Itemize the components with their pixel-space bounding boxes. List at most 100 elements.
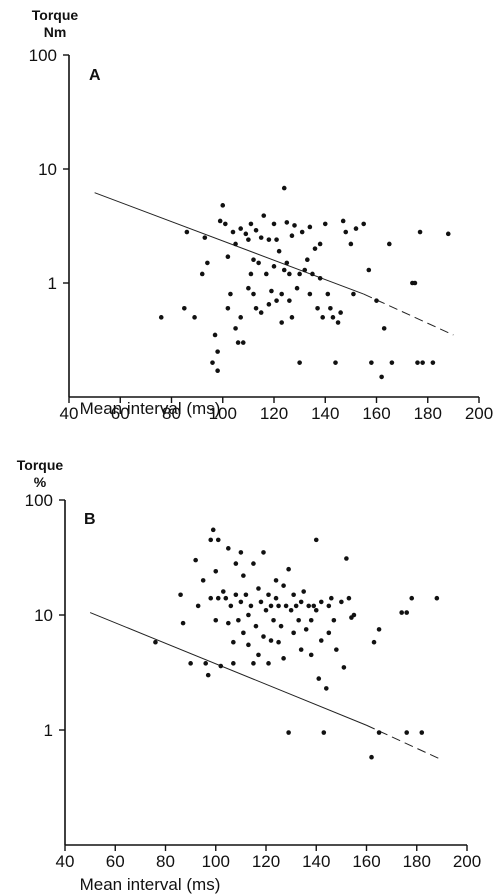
- data-point: [276, 603, 281, 609]
- data-point: [238, 599, 244, 605]
- data-point: [324, 686, 329, 691]
- data-point: [334, 647, 339, 652]
- data-point: [228, 603, 234, 609]
- data-point: [445, 231, 451, 237]
- data-point: [199, 271, 205, 277]
- data-point: [236, 617, 241, 623]
- data-point: [184, 229, 190, 235]
- data-point: [374, 298, 379, 303]
- data-point: [202, 235, 208, 240]
- data-point: [213, 617, 219, 623]
- data-point: [233, 561, 239, 566]
- data-point: [233, 241, 238, 247]
- data-point: [158, 315, 164, 320]
- data-point: [417, 229, 423, 235]
- data-point: [243, 592, 249, 598]
- data-point: [316, 676, 322, 681]
- data-point: [299, 229, 305, 235]
- data-point: [312, 246, 318, 251]
- data-point: [329, 595, 334, 601]
- data-point: [261, 634, 266, 639]
- data-point: [289, 233, 295, 238]
- data-point: [293, 603, 299, 609]
- regression-line-solid: [89, 612, 367, 726]
- data-point: [225, 254, 231, 260]
- panel-b-fit-line: [89, 612, 443, 761]
- data-point: [320, 315, 325, 320]
- data-point: [208, 595, 214, 601]
- y-tick-label: 100: [29, 46, 57, 65]
- data-point: [307, 224, 313, 230]
- data-point: [331, 617, 337, 623]
- data-point: [238, 226, 243, 231]
- data-point: [251, 257, 256, 263]
- data-point: [298, 599, 304, 605]
- panel-a-ticks: 40 60 80 100 120 140 160 180 200 100 10 1: [29, 46, 494, 423]
- data-point: [180, 620, 186, 626]
- data-point: [283, 603, 289, 609]
- data-point: [246, 612, 251, 618]
- x-tick-label: 140: [302, 852, 330, 871]
- data-point: [215, 349, 220, 354]
- data-point: [303, 627, 309, 632]
- x-tick-label: 120: [252, 852, 280, 871]
- data-point: [389, 360, 395, 365]
- data-point: [287, 271, 292, 277]
- data-point: [210, 360, 215, 365]
- data-point: [230, 229, 236, 235]
- data-point: [409, 595, 415, 601]
- data-point: [256, 652, 261, 658]
- data-point: [264, 271, 269, 277]
- panel-b: Torque % B 40 60 80 100 120 140 160 180 200 100 10…: [17, 457, 481, 894]
- data-point: [153, 639, 158, 645]
- panel-a-points: [158, 185, 451, 380]
- data-point: [430, 360, 436, 365]
- data-point: [315, 305, 320, 311]
- data-point: [226, 546, 231, 551]
- data-point: [241, 573, 246, 578]
- data-point: [276, 639, 281, 645]
- data-point: [305, 257, 310, 263]
- data-point: [261, 550, 266, 555]
- data-point: [251, 561, 256, 566]
- panel-b-ylabel-line1: Torque: [17, 457, 64, 473]
- data-point: [369, 754, 374, 760]
- data-point: [210, 527, 216, 533]
- data-point: [281, 267, 287, 273]
- data-point: [238, 315, 243, 320]
- data-point: [322, 221, 328, 227]
- data-point: [195, 603, 201, 609]
- x-tick-label: 100: [202, 852, 230, 871]
- data-point: [281, 656, 286, 661]
- data-point: [289, 315, 295, 320]
- data-point: [313, 537, 319, 543]
- data-point: [415, 360, 420, 365]
- data-point: [297, 360, 302, 365]
- data-point: [353, 226, 359, 231]
- data-point: [279, 320, 284, 325]
- x-tick-label: 60: [106, 852, 125, 871]
- regression-line-solid: [94, 192, 364, 295]
- data-point: [271, 617, 276, 623]
- x-tick-label: 140: [311, 404, 339, 423]
- data-point: [246, 237, 251, 242]
- data-point: [235, 340, 241, 345]
- x-tick-label: 120: [260, 404, 288, 423]
- x-tick-label: 80: [156, 852, 175, 871]
- data-point: [266, 237, 272, 242]
- data-point: [310, 271, 315, 277]
- data-point: [256, 586, 261, 591]
- data-point: [193, 557, 198, 563]
- data-point: [404, 610, 410, 615]
- data-point: [351, 612, 357, 618]
- panel-b-label: B: [84, 511, 96, 528]
- data-point: [205, 260, 210, 266]
- data-point: [346, 595, 352, 601]
- x-tick-label: 180: [414, 404, 442, 423]
- data-point: [351, 291, 356, 297]
- data-point: [231, 661, 236, 666]
- data-point: [188, 661, 193, 666]
- data-point: [434, 595, 440, 601]
- data-point: [366, 267, 372, 273]
- data-point: [326, 603, 332, 609]
